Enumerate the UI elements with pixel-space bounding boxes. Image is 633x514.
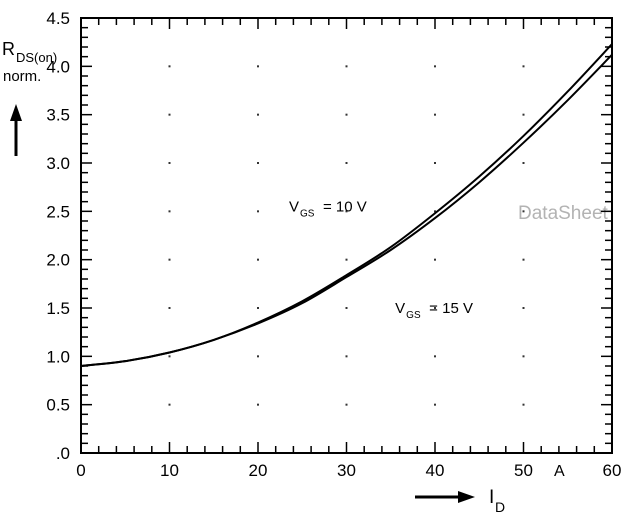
- grid-dot: [434, 65, 436, 68]
- grid-dot: [522, 210, 525, 213]
- grid-dot: [345, 403, 348, 406]
- grid-dot: [168, 403, 171, 406]
- grid-dot: [434, 258, 436, 261]
- x-axis-subscript: D: [495, 499, 505, 514]
- series-lines: [80, 43, 613, 367]
- plot-frame: [80, 17, 613, 454]
- y-axis-subscript: DS(on): [16, 50, 57, 65]
- grid-dot: [434, 162, 436, 164]
- grid-dot: [522, 355, 525, 358]
- y-tick-label: 1.0: [46, 347, 70, 366]
- grid-dot: [257, 162, 259, 164]
- grid-dot: [434, 403, 436, 406]
- grid-dot: [257, 210, 259, 213]
- grid-dot: [522, 403, 525, 406]
- grid-dot: [257, 403, 259, 406]
- x-axis-symbol: I: [489, 487, 494, 508]
- x-axis-unit: A: [554, 463, 565, 480]
- grid-dot: [434, 307, 436, 309]
- grid-dot: [345, 210, 348, 213]
- y-axis-norm: norm.: [3, 68, 41, 85]
- y-tick-labels: .0 0.5 1.0 1.5 2.0 2.5 3.0 3.5 4.0 4.5: [46, 9, 70, 463]
- grid-dot: [257, 258, 259, 261]
- x-tick-label: 60: [603, 461, 622, 480]
- grid-dot: [257, 355, 259, 358]
- annotation-symbol: V: [395, 300, 405, 317]
- y-tick-label: 4.5: [46, 9, 70, 28]
- y-axis-symbol: R: [2, 39, 15, 59]
- x-tick-label: 50: [514, 461, 533, 480]
- grid-dot: [434, 355, 436, 358]
- grid-dot: [434, 113, 436, 116]
- y-tick-label: 2.5: [46, 202, 70, 221]
- grid-dot: [522, 113, 525, 116]
- grid-dot: [522, 162, 525, 164]
- y-axis-arrowhead-icon: [10, 104, 22, 121]
- y-tick-label: .0: [56, 444, 70, 463]
- annotation-text: = 15 V: [429, 300, 473, 317]
- x-tick-label: 10: [160, 461, 179, 480]
- grid-dot: [257, 307, 259, 309]
- grid-dot: [168, 162, 171, 164]
- grid-dot: [168, 258, 171, 261]
- grid-dot: [168, 65, 171, 68]
- grid-dot: [345, 355, 348, 358]
- grid-dot: [522, 258, 525, 261]
- x-tick-label: 30: [337, 461, 356, 480]
- y-tick-label: 1.5: [46, 299, 70, 318]
- grid-dot: [434, 210, 436, 213]
- grid-dot: [345, 307, 348, 309]
- y-axis-label: R DS(on) norm.: [2, 39, 57, 156]
- y-tick-label: 3.0: [46, 154, 70, 173]
- grid-dot: [345, 113, 348, 116]
- annotation-subscript: GS: [406, 310, 421, 321]
- y-tick-label: 4.0: [46, 57, 70, 76]
- annotation-subscript: GS: [300, 208, 315, 219]
- annotation-vgs-1: V GS = 10 V: [289, 198, 367, 219]
- annotation-symbol: V: [289, 198, 299, 215]
- x-tick-label: 40: [426, 461, 445, 480]
- y-minor-ticks: [81, 26, 612, 445]
- x-tick-labels: 0 10 20 30 40 50 60: [76, 461, 621, 480]
- grid-dot: [522, 65, 525, 68]
- watermark: DataSheet: [518, 203, 609, 224]
- y-tick-label: 3.5: [46, 106, 70, 125]
- grid-dot: [257, 113, 259, 116]
- grid: [168, 65, 525, 406]
- grid-dot: [522, 307, 525, 309]
- x-tick-label: 20: [249, 461, 268, 480]
- grid-dot: [168, 113, 171, 116]
- annotations: V GS = 10 VV GS = 15 V: [289, 198, 473, 321]
- y-tick-label: 2.0: [46, 251, 70, 270]
- x-minor-ticks: [97, 18, 596, 453]
- annotation-text: = 10 V: [323, 198, 367, 215]
- grid-dot: [168, 355, 171, 358]
- grid-dot: [345, 162, 348, 164]
- x-tick-label: 0: [76, 461, 85, 480]
- grid-dot: [345, 258, 348, 261]
- y-tick-label: 0.5: [46, 396, 70, 415]
- grid-dot: [168, 210, 171, 213]
- series-line-2: [80, 54, 613, 367]
- grid-dot: [168, 307, 171, 309]
- grid-dot: [345, 65, 348, 68]
- annotation-vgs-2: V GS = 15 V: [395, 300, 473, 321]
- x-axis-label: I D A: [415, 463, 565, 514]
- grid-dot: [257, 65, 259, 68]
- x-axis-arrowhead-icon: [458, 491, 475, 503]
